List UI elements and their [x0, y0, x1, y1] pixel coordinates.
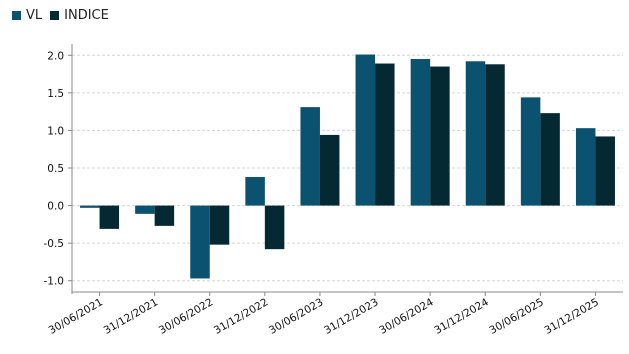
bar-indice-7 [485, 64, 505, 206]
bar-indice-4 [319, 134, 340, 206]
y-tick-label-6: 2.0 [47, 50, 64, 62]
legend-swatch-vl [12, 11, 21, 20]
x-tick-label-5: 31/12/2023 [322, 296, 380, 337]
y-tick-label-3: 0.5 [47, 163, 64, 175]
bar-indice-2 [209, 205, 230, 245]
bar-indice-3 [264, 205, 285, 250]
legend-label-vl: VL [26, 8, 43, 23]
bar-indice-1 [154, 205, 175, 226]
bar-vl-2 [190, 205, 210, 279]
legend-swatch-indice [50, 11, 60, 20]
bar-vl-1 [135, 205, 155, 214]
bar-indice-6 [430, 66, 450, 206]
bar-indice-5 [375, 63, 395, 206]
bar-indice-0 [99, 205, 120, 229]
bar-vl-3 [245, 177, 265, 206]
x-tick-label-1: 31/12/2021 [102, 296, 160, 337]
bar-vl-7 [465, 61, 486, 206]
x-tick-label-0: 30/06/2021 [47, 296, 105, 337]
x-tick-label-4: 30/06/2023 [267, 296, 325, 337]
y-tick-label-1: -0.5 [44, 238, 65, 250]
x-tick-label-9: 31/12/2025 [543, 296, 601, 337]
legend-label-indice: INDICE [64, 8, 109, 23]
bar-vl-0 [80, 205, 100, 208]
legend-item-vl: VL [12, 8, 42, 23]
x-tick-label-2: 30/06/2022 [157, 296, 215, 337]
x-tick-label-8: 30/06/2025 [487, 296, 545, 337]
legend-item-indice: INDICE [50, 8, 109, 23]
y-tick-label-2: 0.0 [47, 201, 64, 213]
bar-vl-6 [410, 59, 431, 206]
y-tick-label-0: -1.0 [44, 276, 65, 288]
y-tick-label-5: 1.5 [47, 88, 64, 100]
y-tick-label-4: 1.0 [47, 125, 64, 137]
x-tick-label-3: 31/12/2022 [212, 296, 270, 337]
bar-vl-8 [520, 97, 541, 206]
x-tick-label-7: 31/12/2024 [432, 296, 491, 337]
bar-indice-9 [595, 136, 615, 206]
bar-indice-8 [540, 113, 560, 206]
bar-vl-9 [575, 128, 596, 206]
bar-vl-5 [355, 54, 376, 206]
x-tick-label-6: 30/06/2024 [377, 296, 436, 337]
bar-vl-4 [300, 107, 320, 206]
legend: VL INDICE [12, 8, 117, 23]
